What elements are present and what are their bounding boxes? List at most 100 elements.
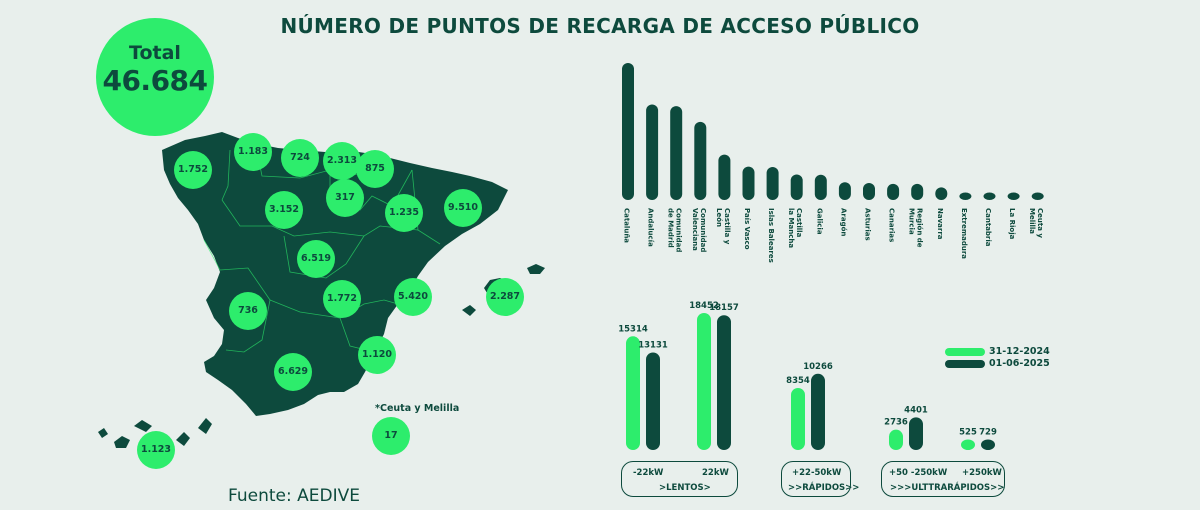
region-bar bbox=[718, 154, 731, 200]
map-value-bubble: 2.313 bbox=[323, 142, 361, 180]
region-bar bbox=[838, 182, 851, 200]
region-tick-label: Ceuta yMelilla bbox=[1028, 208, 1044, 238]
region-tick-label: Navarra bbox=[936, 208, 944, 240]
total-badge: Total 46.684 bbox=[96, 18, 214, 136]
power-bar bbox=[811, 373, 825, 450]
legend-swatch-2025 bbox=[945, 360, 985, 368]
region-tick-label: Cataluña bbox=[623, 208, 631, 243]
total-value: 46.684 bbox=[102, 64, 208, 97]
power-value-label: 4401 bbox=[904, 405, 928, 415]
region-tick-label: Aragón bbox=[839, 208, 847, 236]
power-bar bbox=[889, 429, 903, 450]
legend-label-2025: 01-06-2025 bbox=[989, 358, 1050, 369]
region-tick-label: La Rioja bbox=[1008, 208, 1016, 240]
region-bar bbox=[814, 174, 827, 200]
map-value-bubble: 2.287 bbox=[486, 278, 524, 316]
subcategory-label: +22-50kW bbox=[792, 468, 842, 478]
legend-label-2024: 31-12-2024 bbox=[989, 346, 1050, 357]
region-tick-label: Región deMurcia bbox=[908, 208, 924, 248]
region-bar bbox=[1031, 192, 1044, 200]
region-bar bbox=[622, 63, 634, 200]
map-value-bubble: 1.123 bbox=[137, 431, 175, 469]
power-bar bbox=[981, 439, 995, 450]
power-value-label: 18157 bbox=[709, 303, 739, 313]
subcategory-label: +50 -250kW bbox=[889, 468, 948, 478]
region-tick-label: Extremadura bbox=[960, 208, 968, 259]
power-bar bbox=[717, 315, 731, 450]
power-value-label: 8354 bbox=[786, 376, 810, 386]
power-value-label: 729 bbox=[979, 428, 997, 438]
group-box-lentos: -22kW 22kW >LENTOS> bbox=[621, 461, 738, 497]
total-label: Total bbox=[129, 42, 181, 64]
map-value-bubble: 1.752 bbox=[174, 151, 212, 189]
canarias-shape-1 bbox=[98, 428, 108, 438]
canarias-shape-3 bbox=[134, 420, 152, 432]
map-value-bubble: 724 bbox=[281, 139, 319, 177]
group-label: >>>ULTTRARÁPIDOS>> bbox=[890, 483, 1005, 493]
power-bar bbox=[646, 352, 660, 450]
map-value-bubble: 1.183 bbox=[234, 133, 272, 171]
power-bar-chart: 15314 18452 8354 2736 525 13131 18157 10266 4401… bbox=[618, 301, 997, 450]
power-bar bbox=[961, 439, 975, 450]
power-value-label: 15314 bbox=[618, 324, 648, 334]
map-value-bubble: 736 bbox=[229, 292, 267, 330]
region-tick-label: Asturias bbox=[864, 208, 872, 241]
power-value-label: 525 bbox=[959, 428, 977, 438]
region-tick-label: Canarias bbox=[888, 208, 896, 242]
region-tick-label: Islas Baleares bbox=[767, 208, 775, 263]
map-value-bubble: 6.629 bbox=[274, 353, 312, 391]
region-tick-label: Galicia bbox=[815, 208, 823, 235]
ceuta-note: *Ceuta y Melilla bbox=[375, 403, 460, 414]
region-bar bbox=[935, 187, 948, 200]
region-tick-label: Castillala Mancha bbox=[787, 208, 803, 248]
region-bar bbox=[670, 106, 683, 200]
region-tick-label: Cantabria bbox=[984, 208, 992, 247]
subcategory-label: 22kW bbox=[702, 468, 729, 478]
region-tick-label: Comunidadde Madrid bbox=[667, 208, 683, 252]
region-bar bbox=[983, 192, 996, 200]
map-value-bubble: 1.235 bbox=[385, 194, 423, 232]
region-tick-label: ComunidadValenciana bbox=[691, 208, 707, 252]
region-tick-label: País Vasco bbox=[743, 208, 751, 250]
map-value-bubble: 17 bbox=[372, 417, 410, 455]
map-value-bubble: 6.519 bbox=[297, 240, 335, 278]
canarias-shape-2 bbox=[114, 436, 130, 448]
map-value-bubble: 875 bbox=[356, 150, 394, 188]
map-value-bubble: 5.420 bbox=[394, 278, 432, 316]
power-value-label: 2736 bbox=[884, 418, 908, 428]
region-bar bbox=[959, 192, 972, 200]
legend-swatch-2024 bbox=[945, 348, 985, 356]
group-box-ultrarapidos: +50 -250kW +250kW >>>ULTTRARÁPIDOS>> bbox=[881, 461, 1005, 497]
region-bar-chart: Cataluña Andalucía Comunidadde Madrid Comun… bbox=[622, 63, 1044, 263]
peninsula-shape bbox=[162, 132, 508, 416]
region-bar bbox=[742, 166, 755, 200]
subcategory-label: +250kW bbox=[962, 468, 1002, 478]
region-bar bbox=[887, 183, 900, 200]
subcategory-label: -22kW bbox=[633, 468, 664, 478]
map-value-bubble: 317 bbox=[326, 179, 364, 217]
group-label: >>RÁPIDOS>> bbox=[788, 483, 860, 493]
power-bar bbox=[791, 387, 805, 450]
region-bar bbox=[1007, 192, 1020, 200]
group-label: >LENTOS> bbox=[659, 483, 711, 493]
baleares-menorca-shape bbox=[527, 264, 545, 274]
region-bar bbox=[766, 167, 779, 200]
power-value-label: 10266 bbox=[803, 362, 833, 372]
region-bar bbox=[790, 174, 803, 200]
power-bar bbox=[909, 417, 923, 450]
source-note: Fuente: AEDIVE bbox=[228, 486, 360, 506]
region-tick-label: Castilla yLeón bbox=[715, 208, 731, 245]
power-value-label: 13131 bbox=[638, 341, 668, 351]
map-value-bubble: 1.120 bbox=[358, 336, 396, 374]
map-value-bubble: 9.510 bbox=[444, 189, 482, 227]
canarias-shape-4 bbox=[176, 432, 190, 446]
region-bar bbox=[863, 182, 875, 200]
region-bar bbox=[911, 183, 924, 200]
baleares-ibiza-shape bbox=[462, 305, 476, 316]
region-bar bbox=[694, 121, 707, 200]
group-box-rapidos: +22-50kW >>RÁPIDOS>> bbox=[781, 461, 859, 497]
page-title: NÚMERO DE PUNTOS DE RECARGA DE ACCESO PÚ… bbox=[280, 14, 920, 38]
power-value-label: 18452 bbox=[689, 301, 719, 311]
region-bar bbox=[646, 104, 659, 200]
map-value-bubble: 1.772 bbox=[323, 280, 361, 318]
